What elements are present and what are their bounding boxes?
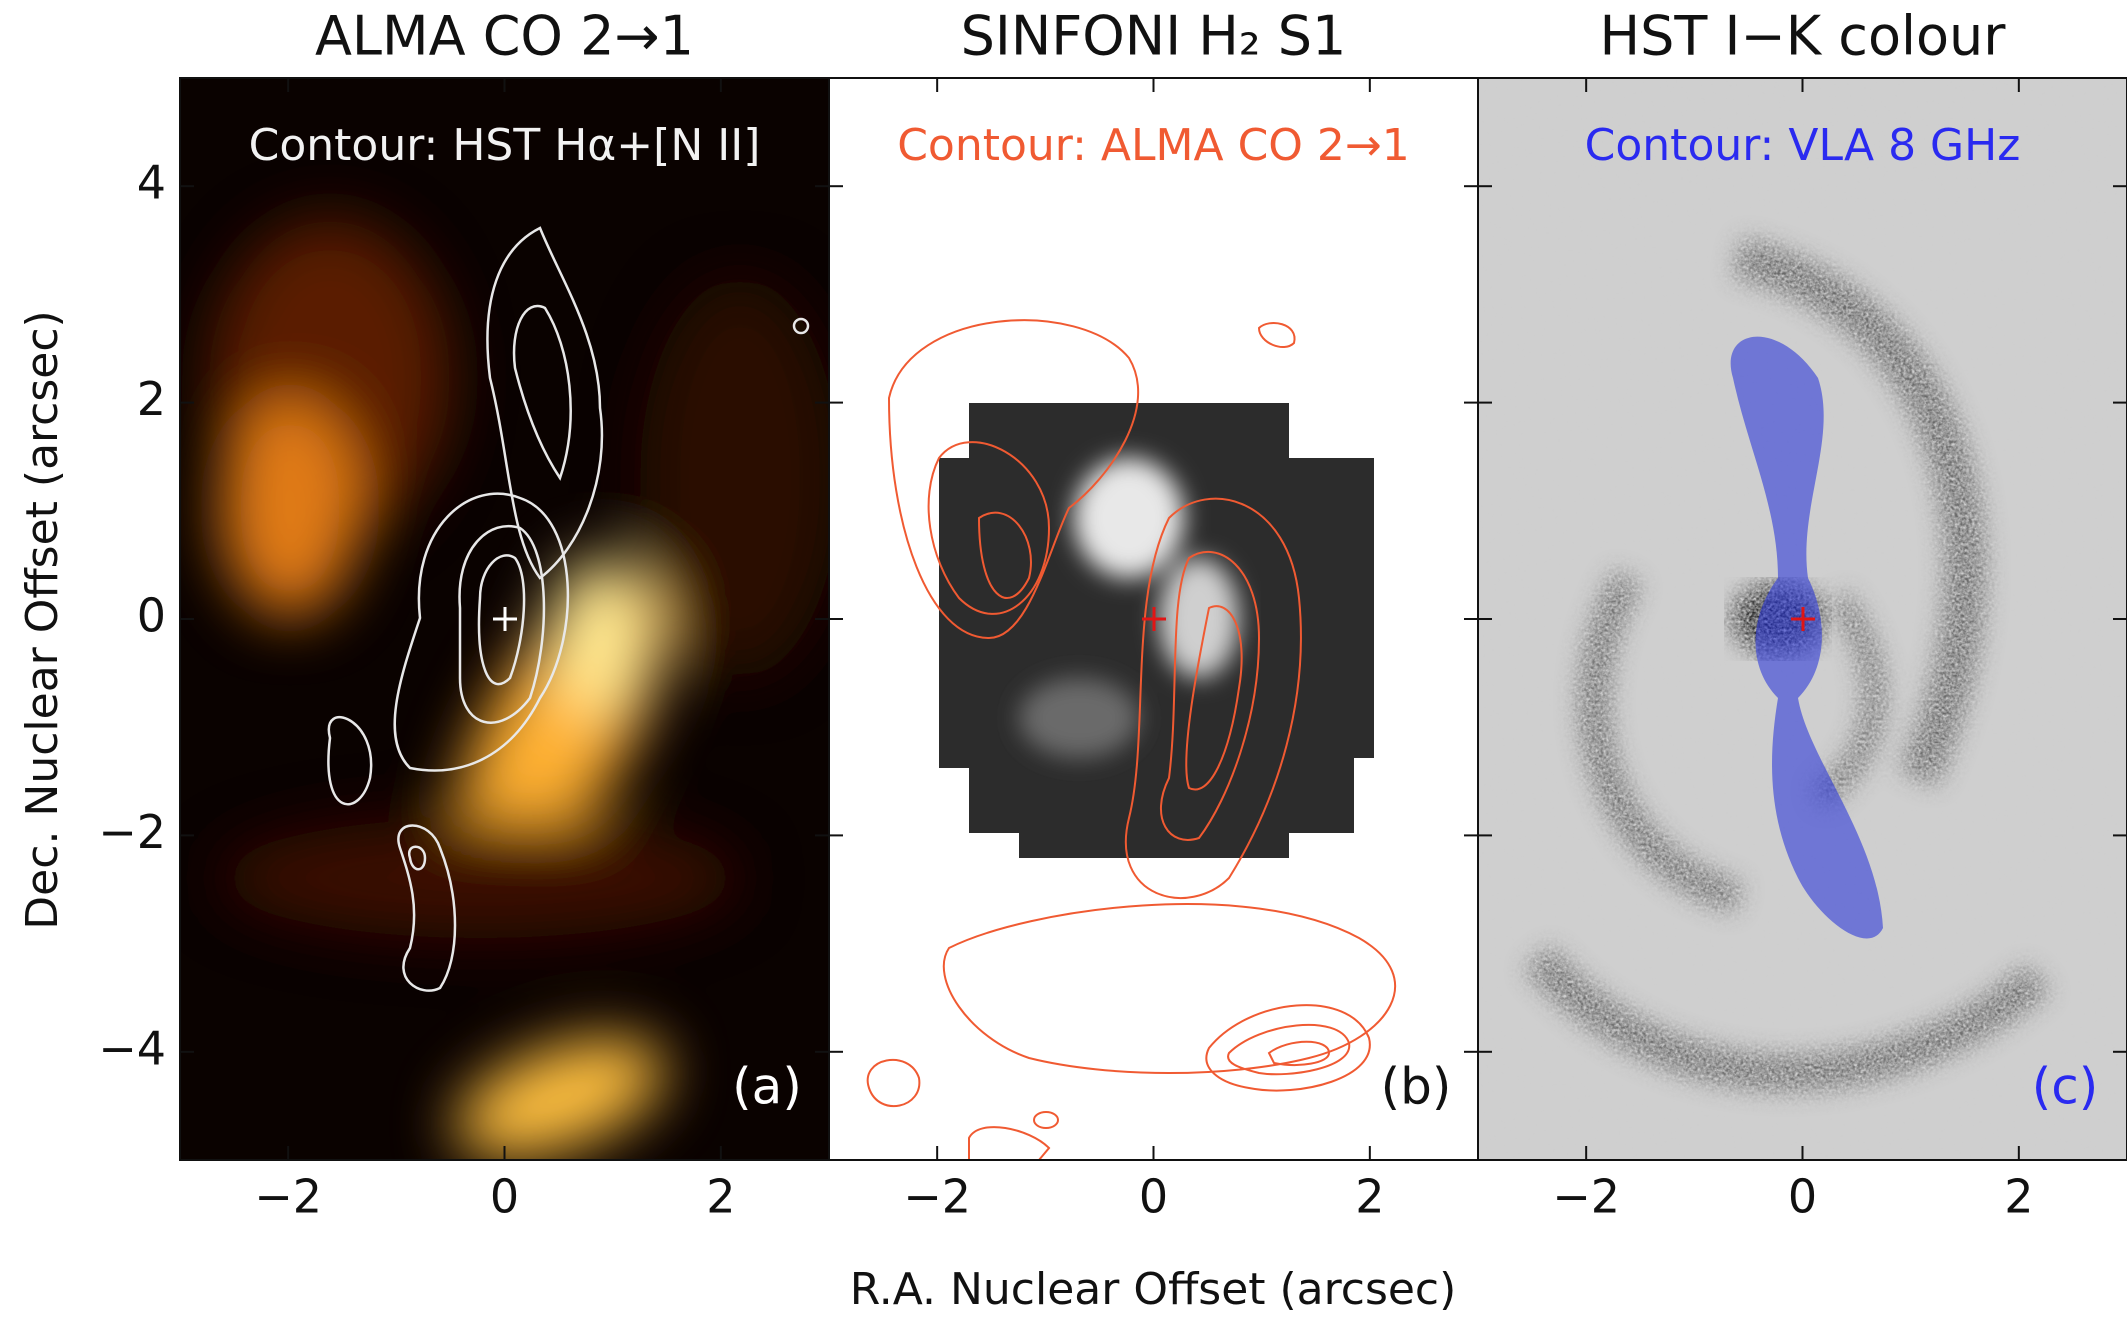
- y-tick-label: 0: [137, 589, 166, 643]
- x-tick-label: 0: [1788, 1170, 1817, 1224]
- panel-title: ALMA CO 2→1: [315, 5, 694, 68]
- x-tick-label: 2: [2004, 1170, 2033, 1224]
- panel-label: (a): [732, 1058, 802, 1116]
- annotation: Contour: HST Hα+[N II]: [249, 120, 761, 171]
- panel-label: (c): [2032, 1058, 2099, 1116]
- x-axis-label: R.A. Nuclear Offset (arcsec): [850, 1264, 1457, 1315]
- y-tick-label: 4: [137, 156, 166, 210]
- x-tick-label: 2: [1355, 1170, 1384, 1224]
- panel-c: Contour: VLA 8 GHz (c): [1477, 77, 2127, 1161]
- panel-title: HST I−K colour: [1600, 5, 2007, 68]
- x-tick-label: 0: [490, 1170, 519, 1224]
- panel-a: Contour: HST Hα+[N II] (a): [179, 77, 830, 1161]
- x-tick-label: 2: [706, 1170, 735, 1224]
- x-tick-label: −2: [903, 1170, 971, 1224]
- y-axis-label: Dec. Nuclear Offset (arcsec): [17, 310, 68, 929]
- x-tick-label: −2: [1552, 1170, 1620, 1224]
- annotation: Contour: ALMA CO 2→1: [897, 120, 1410, 171]
- panel-label: (b): [1381, 1058, 1452, 1116]
- x-tick-label: 0: [1139, 1170, 1168, 1224]
- y-tick-label: 2: [137, 372, 166, 426]
- y-tick-label: −4: [98, 1021, 166, 1075]
- x-tick-label: −2: [254, 1170, 322, 1224]
- panel-b: Contour: ALMA CO 2→1 (b): [828, 77, 1479, 1161]
- annotation: Contour: VLA 8 GHz: [1585, 120, 2021, 171]
- panel-title: SINFONI H₂ S1: [961, 5, 1347, 68]
- y-tick-label: −2: [98, 805, 166, 859]
